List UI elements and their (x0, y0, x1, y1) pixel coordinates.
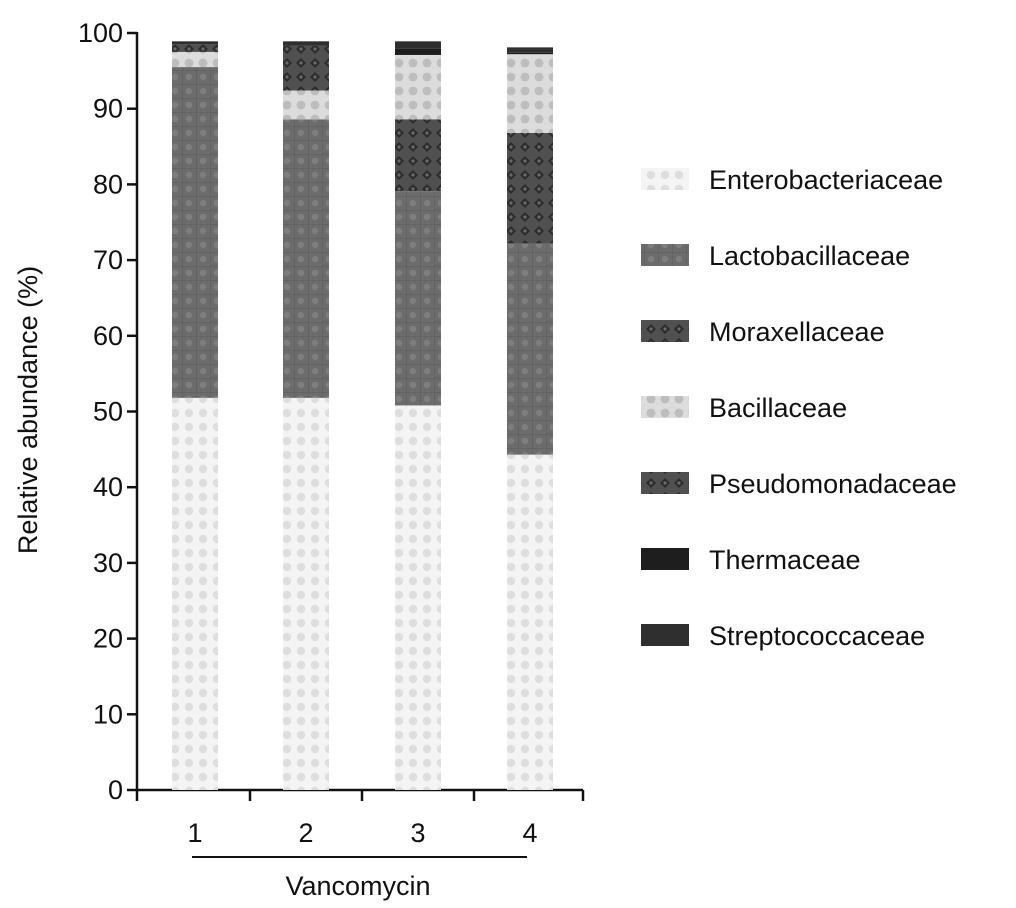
y-tick-label: 0 (108, 775, 123, 805)
y-tick-label: 10 (93, 699, 123, 729)
bar-segment-thermaceae (395, 48, 441, 55)
bar-segment-enterobacteriaceae (172, 397, 218, 790)
legend-swatch-lactobacillaceae (641, 244, 689, 266)
bar-segment-lactobacillaceae (283, 119, 329, 398)
bar-segment-enterobacteriaceae (507, 454, 553, 790)
bar-segment-streptococcaceae (395, 41, 441, 49)
legend-swatch-pseudomonadaceae (641, 472, 689, 494)
bars (172, 41, 553, 790)
x-tick-label: 4 (522, 818, 537, 848)
bar-segment-enterobacteriaceae (395, 405, 441, 790)
legend-label: Bacillaceae (709, 393, 847, 423)
y-tick-label: 80 (93, 169, 123, 199)
y-tick-label: 90 (93, 94, 123, 124)
bar-segment-lactobacillaceae (172, 67, 218, 398)
bar-segment-moraxellaceae (507, 132, 553, 244)
bar-segment-lactobacillaceae (395, 191, 441, 406)
bar-segment-moraxellaceae (395, 119, 441, 192)
legend-swatch-streptococcaceae (641, 624, 689, 646)
bar-segment-pseudomonadaceae (172, 44, 218, 52)
bar-segment-bacillaceae (283, 90, 329, 120)
legend-label: Moraxellaceae (709, 317, 885, 347)
bar-segment-enterobacteriaceae (283, 397, 329, 790)
x-tick-label: 1 (187, 818, 202, 848)
bar-segment-bacillaceae (507, 54, 553, 133)
legend-label: Pseudomonadaceae (709, 469, 957, 499)
y-tick-label: 50 (93, 397, 123, 427)
y-tick-label: 40 (93, 472, 123, 502)
legend-swatch-thermaceae (641, 548, 689, 570)
x-axis: 1 2 3 4 (135, 788, 585, 848)
bar-segment-pseudomonadaceae (283, 45, 329, 91)
legend-swatch-enterobacteriaceae (641, 168, 689, 190)
y-tick-label: 60 (93, 321, 123, 351)
bar-segment-bacillaceae (395, 54, 441, 120)
bar-segment-lactobacillaceae (507, 243, 553, 455)
y-tick-label: 70 (93, 245, 123, 275)
y-axis: 0 10 20 30 40 50 60 70 80 90 100 (78, 18, 139, 805)
bar-segment-bacillaceae (172, 51, 218, 68)
legend-label: Lactobacillaceae (709, 241, 910, 271)
x-tick-label: 2 (298, 818, 313, 848)
legend-swatch-moraxellaceae (641, 320, 689, 342)
group-label: Vancomycin (285, 871, 430, 901)
y-tick-label: 20 (93, 624, 123, 654)
legend-label: Enterobacteriaceae (709, 165, 943, 195)
bar-segment-streptococcaceae (283, 41, 329, 46)
bar-segment-streptococcaceae (507, 47, 553, 53)
y-axis-title: Relative abundance (%) (13, 266, 43, 554)
bar-segment-streptococcaceae (172, 41, 218, 45)
legend-label: Thermaceae (709, 545, 861, 575)
y-tick-label: 100 (78, 18, 123, 48)
legend-swatch-bacillaceae (641, 396, 689, 418)
x-tick-label: 3 (410, 818, 425, 848)
bar-segment-thermaceae (507, 52, 553, 55)
y-tick-label: 30 (93, 548, 123, 578)
legend-label: Streptococcaceae (709, 621, 925, 651)
legend: Enterobacteriaceae Lactobacillaceae Moraxe… (641, 165, 957, 651)
